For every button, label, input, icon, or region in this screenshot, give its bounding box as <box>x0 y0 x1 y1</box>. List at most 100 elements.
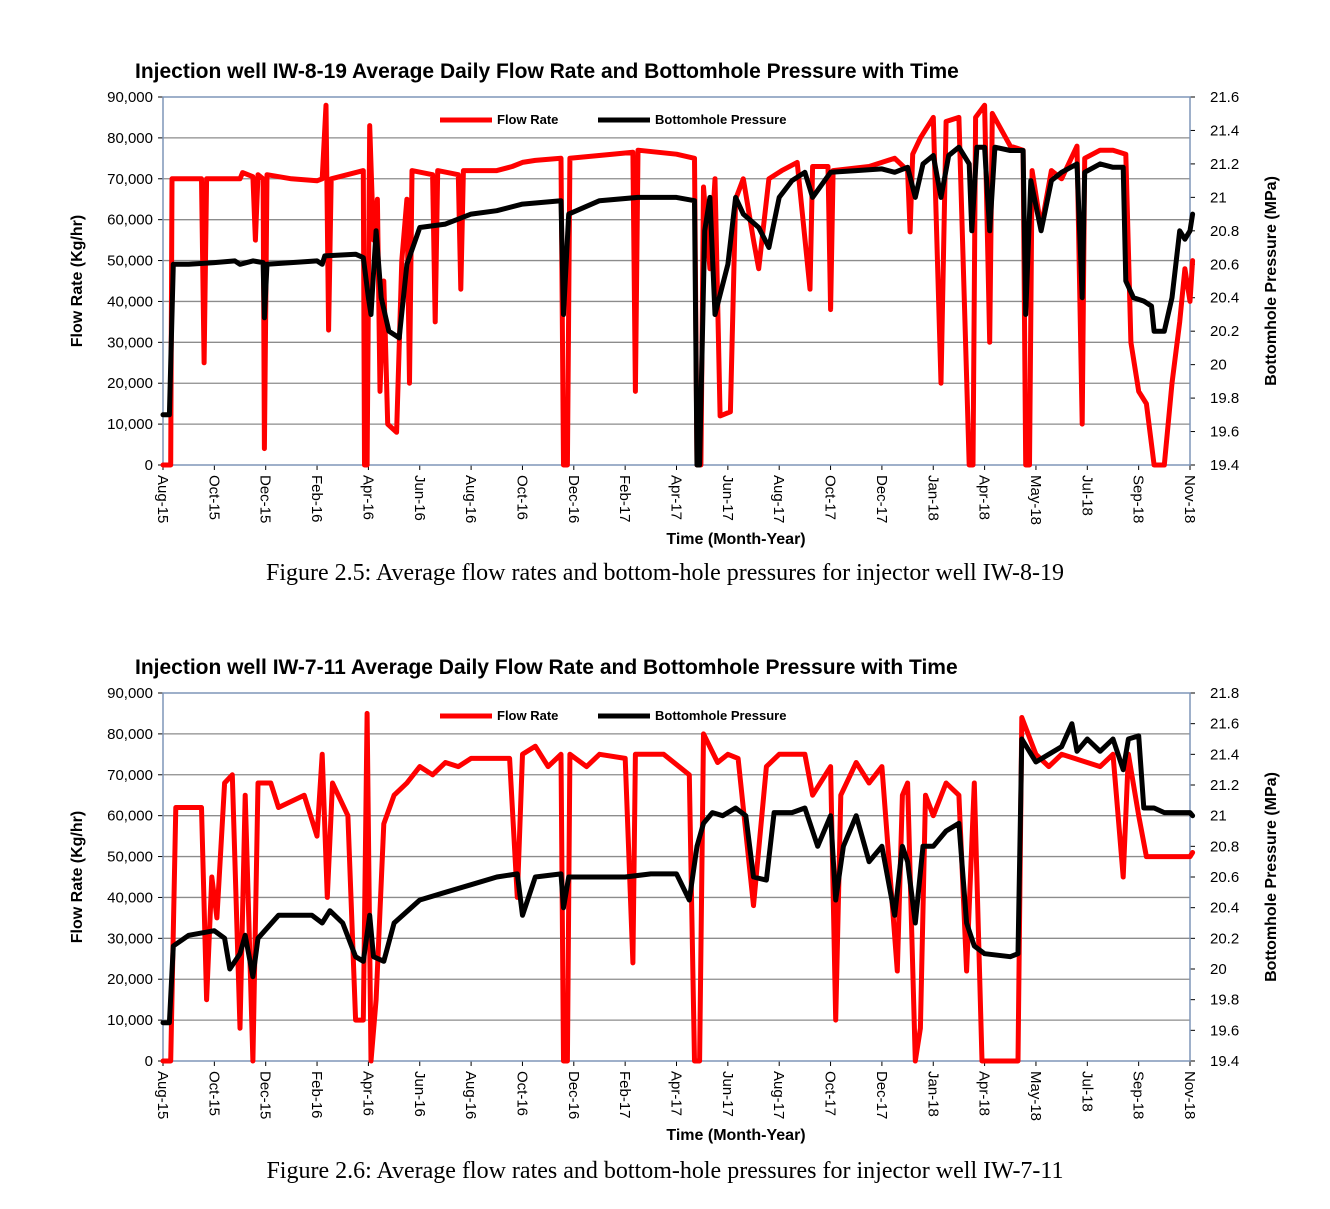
x-tick-label: Dec-16 <box>565 1071 582 1119</box>
y2-tick-label: 21.6 <box>1210 716 1239 733</box>
x-tick-label: Jan-18 <box>924 1071 941 1117</box>
x-tick-label: Aug-16 <box>462 475 479 523</box>
y2-tick-label: 21.4 <box>1210 122 1239 139</box>
y-tick-label: 20,000 <box>107 375 153 392</box>
legend-flow-label: Flow Rate <box>497 708 558 723</box>
legend-pressure-label: Bottomhole Pressure <box>655 112 786 127</box>
flow-rate-line <box>160 102 1196 468</box>
x-tick-label: Aug-15 <box>154 1071 171 1119</box>
y2-tick-label: 19.6 <box>1210 1022 1239 1039</box>
x-tick-label: May-18 <box>1027 475 1044 525</box>
y-tick-label: 40,000 <box>107 293 153 310</box>
y2-tick-label: 21.2 <box>1210 156 1239 173</box>
y2-tick-label: 20.8 <box>1210 223 1239 240</box>
legend-flow-label: Flow Rate <box>497 112 558 127</box>
x-tick-label: Feb-16 <box>308 475 325 523</box>
x-tick-label: Sep-18 <box>1130 1071 1147 1119</box>
x-tick-label: Feb-17 <box>616 475 633 523</box>
y2-tick-label: 19.4 <box>1210 457 1239 474</box>
y-tick-label: 80,000 <box>107 130 153 147</box>
y-tick-label: 90,000 <box>107 89 153 106</box>
y-tick-label: 10,000 <box>107 416 153 433</box>
y2-tick-label: 21.4 <box>1210 746 1239 763</box>
y2-tick-label: 19.8 <box>1210 992 1239 1009</box>
y2-tick-label: 20.4 <box>1210 290 1239 307</box>
y2-tick-label: 21 <box>1210 808 1227 825</box>
y-tick-label: 0 <box>145 1053 153 1070</box>
y-tick-label: 20,000 <box>107 971 153 988</box>
x-tick-label: Apr-18 <box>976 1071 993 1116</box>
chart-2: Injection well IW-7-11 Average Daily Flo… <box>69 656 1280 1144</box>
y-tick-label: 70,000 <box>107 171 153 188</box>
chart-1: Injection well IW-8-19 Average Daily Flo… <box>69 60 1280 548</box>
y2-tick-label: 20.6 <box>1210 256 1239 273</box>
x-tick-label: Apr-17 <box>668 475 685 520</box>
x-tick-label: Nov-18 <box>1181 475 1198 523</box>
x-tick-label: Aug-17 <box>770 1071 787 1119</box>
x-tick-label: Oct-15 <box>205 1071 222 1116</box>
bottomhole-pressure-line <box>160 144 1196 468</box>
y-axis-label: Flow Rate (Kg/hr) <box>69 215 86 347</box>
x-tick-label: Jun-17 <box>719 475 736 521</box>
x-tick-label: Apr-18 <box>976 475 993 520</box>
x-tick-label: Oct-17 <box>822 475 839 520</box>
figure-caption-2: Figure 2.6: Average flow rates and botto… <box>266 1158 1064 1184</box>
y2-tick-label: 20.8 <box>1210 838 1239 855</box>
legend-pressure-label: Bottomhole Pressure <box>655 708 786 723</box>
y2-axis-label: Bottomhole Pressure (MPa) <box>1263 176 1280 386</box>
x-axis-label: Time (Month-Year) <box>666 1127 805 1144</box>
y2-tick-label: 20.4 <box>1210 900 1239 917</box>
x-tick-label: Apr-16 <box>359 1071 376 1116</box>
chart-title: Injection well IW-8-19 Average Daily Flo… <box>135 60 959 83</box>
y2-axis-label: Bottomhole Pressure (MPa) <box>1263 772 1280 982</box>
y-tick-label: 50,000 <box>107 849 153 866</box>
y-tick-label: 10,000 <box>107 1012 153 1029</box>
y2-tick-label: 20.2 <box>1210 323 1239 340</box>
y2-tick-label: 21.6 <box>1210 89 1239 106</box>
y2-tick-label: 19.8 <box>1210 390 1239 407</box>
y2-tick-label: 20 <box>1210 961 1227 978</box>
x-axis-label: Time (Month-Year) <box>666 531 805 548</box>
y-tick-label: 60,000 <box>107 808 153 825</box>
bottomhole-pressure-line <box>160 721 1196 1026</box>
x-tick-label: Feb-16 <box>308 1071 325 1119</box>
y-tick-label: 70,000 <box>107 767 153 784</box>
x-tick-label: May-18 <box>1027 1071 1044 1121</box>
x-tick-label: Nov-18 <box>1181 1071 1198 1119</box>
y-tick-label: 80,000 <box>107 726 153 743</box>
x-tick-label: Oct-16 <box>513 475 530 520</box>
chart-title: Injection well IW-7-11 Average Daily Flo… <box>135 656 958 679</box>
y-tick-label: 40,000 <box>107 889 153 906</box>
x-tick-label: Oct-15 <box>205 475 222 520</box>
y-axis-label: Flow Rate (Kg/hr) <box>69 811 86 943</box>
x-tick-label: Feb-17 <box>616 1071 633 1119</box>
x-tick-label: Oct-17 <box>822 1071 839 1116</box>
y-tick-label: 60,000 <box>107 212 153 229</box>
x-tick-label: Dec-17 <box>873 475 890 523</box>
y2-tick-label: 20 <box>1210 357 1227 374</box>
flow-rate-line <box>160 710 1196 1064</box>
x-tick-label: Jun-16 <box>411 1071 428 1117</box>
x-tick-label: Aug-17 <box>770 475 787 523</box>
y-tick-label: 30,000 <box>107 334 153 351</box>
y-tick-label: 50,000 <box>107 253 153 270</box>
x-tick-label: Apr-17 <box>668 1071 685 1116</box>
x-tick-label: Jun-17 <box>719 1071 736 1117</box>
x-tick-label: Oct-16 <box>513 1071 530 1116</box>
y2-tick-label: 19.6 <box>1210 424 1239 441</box>
x-tick-label: Dec-16 <box>565 475 582 523</box>
plot-area <box>162 692 1191 1062</box>
x-tick-label: Dec-17 <box>873 1071 890 1119</box>
x-tick-label: Apr-16 <box>359 475 376 520</box>
x-tick-label: Jan-18 <box>924 475 941 521</box>
figure-caption-1: Figure 2.5: Average flow rates and botto… <box>266 560 1064 586</box>
x-tick-label: Sep-18 <box>1130 475 1147 523</box>
y2-tick-label: 21 <box>1210 189 1227 206</box>
x-tick-label: Aug-16 <box>462 1071 479 1119</box>
x-tick-label: Dec-15 <box>257 475 274 523</box>
y-tick-label: 90,000 <box>107 685 153 702</box>
x-tick-label: Dec-15 <box>257 1071 274 1119</box>
y2-tick-label: 19.4 <box>1210 1053 1239 1070</box>
y2-tick-label: 20.6 <box>1210 869 1239 886</box>
y2-tick-label: 21.8 <box>1210 685 1239 702</box>
